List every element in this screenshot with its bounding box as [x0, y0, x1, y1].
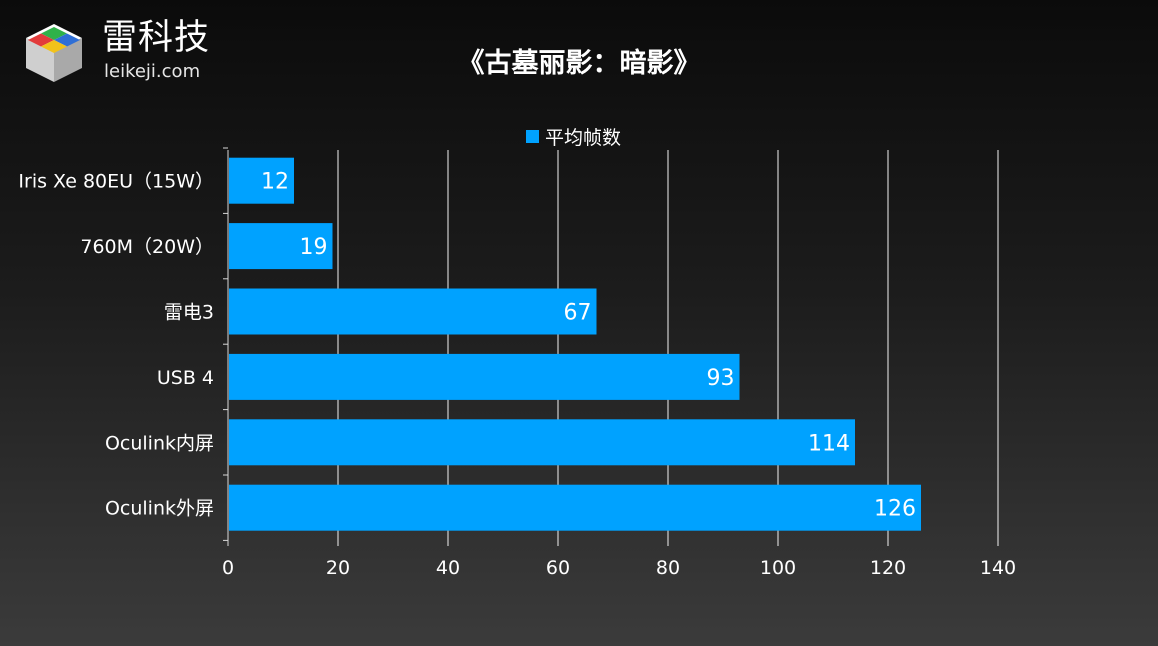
- category-label: Oculink外屏: [105, 498, 214, 520]
- data-label: 114: [808, 431, 850, 456]
- category-label: 760M（20W）: [80, 236, 214, 258]
- legend-swatch: [526, 129, 539, 143]
- x-tick-label: 0: [222, 557, 234, 579]
- bar: [229, 157, 294, 204]
- data-label: 126: [874, 497, 916, 522]
- brand-logo: 雷科技 leikeji.com: [20, 18, 220, 88]
- category-label: USB 4: [157, 367, 214, 389]
- bar: [229, 223, 333, 270]
- bar: [229, 353, 740, 400]
- x-tick-label: 100: [760, 557, 796, 579]
- legend-label: 平均帧数: [545, 126, 622, 149]
- chart-legend: 平均帧数: [526, 124, 622, 149]
- x-tick-label: 140: [980, 557, 1016, 579]
- data-label: 67: [564, 301, 592, 326]
- data-label: 19: [300, 235, 328, 260]
- x-tick-label: 120: [870, 557, 906, 579]
- category-label: Iris Xe 80EU（15W）: [18, 171, 214, 193]
- category-label: 雷电3: [164, 302, 214, 324]
- x-tick-label: 80: [656, 557, 680, 579]
- cube-logo-icon: [26, 24, 82, 82]
- data-label: 12: [261, 170, 289, 195]
- bar: [229, 484, 921, 531]
- x-tick-label: 20: [326, 557, 350, 579]
- brand-domain: leikeji.com: [104, 61, 201, 82]
- chart-title: 《古墓丽影：暗影》: [457, 48, 701, 79]
- data-label: 93: [707, 366, 735, 391]
- bar: [229, 288, 597, 335]
- category-label: Oculink内屏: [105, 432, 214, 454]
- x-tick-label: 60: [546, 557, 570, 579]
- bar: [229, 419, 855, 466]
- x-tick-label: 40: [436, 557, 460, 579]
- brand-name: 雷科技: [102, 18, 211, 58]
